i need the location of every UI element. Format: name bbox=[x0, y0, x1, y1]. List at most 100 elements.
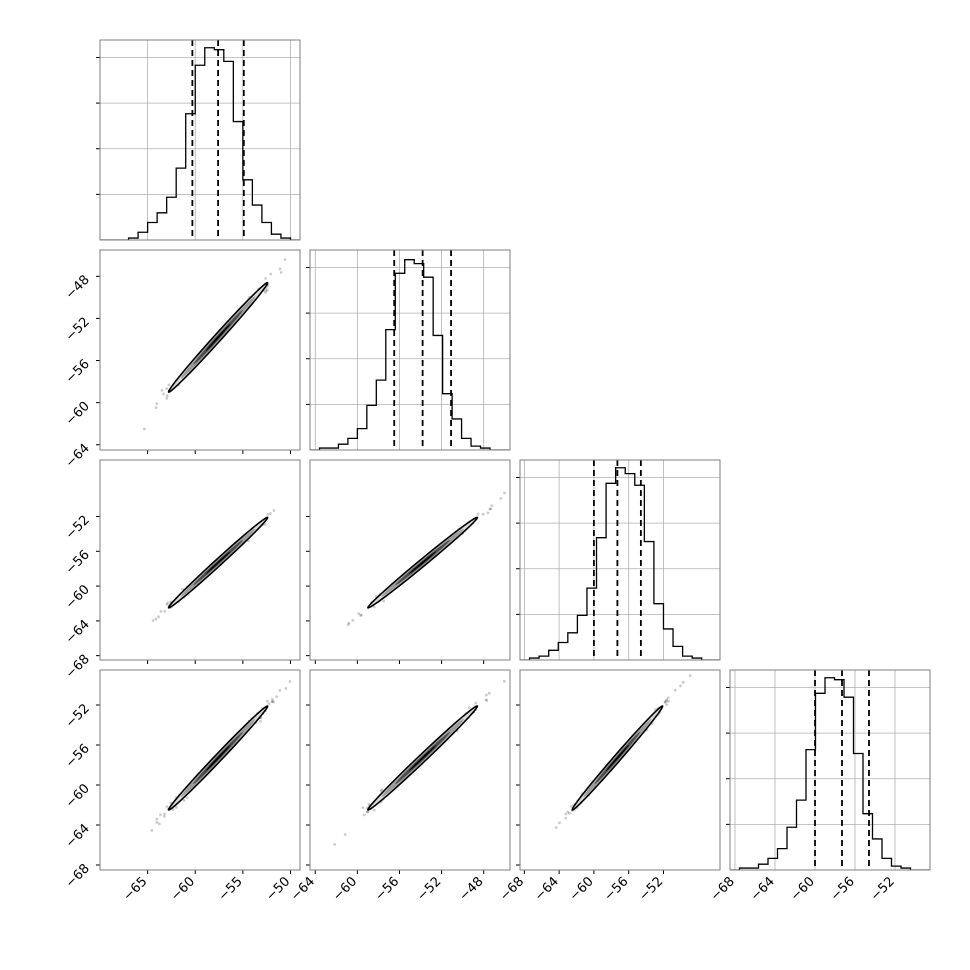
y-tick-label: −64 bbox=[63, 617, 93, 647]
panel-frame bbox=[99, 249, 301, 451]
scatter-point bbox=[567, 811, 571, 815]
scatter-point bbox=[162, 815, 166, 818]
scatter-point bbox=[185, 796, 189, 800]
scatter-point bbox=[503, 491, 506, 495]
scatter-point bbox=[165, 387, 169, 391]
panel-frame bbox=[99, 459, 301, 661]
scatter-point bbox=[554, 826, 558, 830]
y-tick-label: −68 bbox=[63, 861, 93, 891]
scatter-point bbox=[278, 689, 282, 692]
contour-outline bbox=[571, 705, 664, 811]
y-tick-label: −56 bbox=[63, 357, 93, 387]
scatter-point bbox=[679, 684, 682, 688]
scatter-point bbox=[564, 816, 568, 820]
panel-3-1: −64 −60 −56 −52 −48 bbox=[288, 669, 511, 904]
density-contours bbox=[571, 705, 664, 811]
panel-frame bbox=[309, 459, 511, 661]
scatter-point bbox=[382, 599, 386, 603]
scatter-point bbox=[681, 680, 685, 684]
scatter-point bbox=[688, 674, 692, 678]
scatter-point bbox=[263, 522, 267, 526]
scatter-point bbox=[151, 619, 155, 622]
scatter-point bbox=[366, 810, 370, 814]
contour-fill bbox=[205, 323, 231, 352]
scatter-point bbox=[484, 698, 488, 702]
histogram-step bbox=[520, 467, 720, 660]
scatter-point bbox=[160, 388, 164, 392]
x-tick-label: −65 bbox=[120, 874, 150, 904]
scatter-point bbox=[665, 703, 669, 707]
scatter-point bbox=[667, 699, 670, 703]
x-tick-label: −60 bbox=[788, 874, 818, 904]
scatter-point bbox=[558, 821, 561, 825]
scatter-point bbox=[165, 805, 169, 809]
scatter-point bbox=[264, 276, 268, 280]
grid bbox=[726, 670, 930, 870]
histogram-step bbox=[100, 47, 300, 240]
x-tick-label: −60 bbox=[168, 874, 198, 904]
contour-outline bbox=[367, 516, 479, 609]
scatter-point bbox=[357, 612, 361, 616]
scatter-point bbox=[272, 700, 275, 704]
scatter-point bbox=[154, 406, 158, 410]
scatter-point bbox=[467, 706, 471, 710]
scatter-point bbox=[171, 808, 175, 811]
grid bbox=[306, 704, 485, 874]
density-contours bbox=[167, 516, 269, 609]
scatter-point bbox=[259, 720, 262, 723]
scatter-point bbox=[165, 396, 169, 400]
y-tick-label: −52 bbox=[63, 513, 93, 543]
scatter-point bbox=[666, 696, 670, 700]
scatter-point bbox=[476, 512, 480, 516]
scatter-point bbox=[502, 679, 506, 683]
histogram bbox=[310, 259, 509, 450]
scatter-point bbox=[159, 813, 162, 817]
scatter-point bbox=[288, 680, 292, 683]
scatter-point bbox=[362, 813, 366, 817]
scatter-point bbox=[264, 291, 267, 294]
contour-outline bbox=[367, 705, 479, 811]
scatter-point bbox=[365, 810, 369, 814]
panel-frame bbox=[309, 669, 511, 871]
scatter-point bbox=[269, 272, 273, 276]
panel-3-2: −68 −64 −60 −56 −52 bbox=[497, 669, 721, 904]
scatter-point bbox=[267, 702, 271, 706]
scatter-point bbox=[490, 504, 494, 508]
scatter-point bbox=[485, 698, 489, 702]
y-tick-label: −48 bbox=[63, 273, 93, 303]
grid bbox=[516, 704, 664, 874]
x-tick-label: −64 bbox=[532, 874, 562, 904]
panel-2-1 bbox=[306, 459, 511, 664]
density-contours bbox=[167, 281, 269, 393]
y-tick-label: −60 bbox=[63, 399, 93, 429]
scatter-point bbox=[489, 507, 493, 511]
scatter-point bbox=[333, 842, 337, 846]
histogram-step bbox=[730, 677, 930, 870]
scatter-point bbox=[165, 603, 169, 606]
scatter-point bbox=[486, 511, 490, 515]
panel-frame bbox=[519, 669, 721, 871]
contour-fill bbox=[408, 745, 437, 771]
scatter-point bbox=[347, 621, 351, 625]
scatter-point bbox=[673, 688, 677, 692]
x-tick-label: −68 bbox=[497, 874, 527, 904]
y-tick-label: −60 bbox=[63, 582, 93, 612]
scatter-point bbox=[157, 822, 161, 826]
panel-frame bbox=[99, 39, 301, 241]
scatter-point bbox=[569, 804, 573, 808]
scatter-point bbox=[323, 218, 326, 221]
scatter-point bbox=[266, 513, 270, 516]
scatter-point bbox=[380, 788, 384, 792]
scatter-point bbox=[283, 258, 287, 261]
scatter-point bbox=[163, 812, 166, 816]
scatter-point bbox=[664, 699, 668, 703]
scatter-point bbox=[264, 289, 268, 293]
y-tick-label: −56 bbox=[63, 548, 93, 578]
scatter-point bbox=[181, 587, 184, 591]
x-tick-label: −55 bbox=[216, 874, 246, 904]
scatter-point bbox=[481, 512, 485, 516]
scatter-point bbox=[278, 267, 282, 271]
scatter-point bbox=[343, 833, 347, 836]
scatter-point bbox=[155, 821, 159, 824]
scatter-point bbox=[155, 817, 159, 821]
